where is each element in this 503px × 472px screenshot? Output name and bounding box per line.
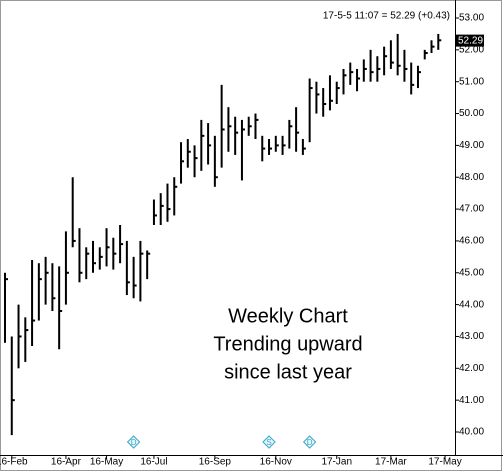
event-label: D	[131, 438, 137, 447]
x-tick-label: 16-Feb	[0, 457, 28, 468]
y-tick-label: 44.00	[459, 299, 484, 310]
x-tick-label: 16-Nov	[260, 457, 292, 468]
y-tick-label: 40.00	[459, 427, 484, 438]
event-marker	[302, 435, 317, 449]
y-tick-label: 42.00	[459, 363, 484, 374]
event-marker	[262, 435, 276, 449]
y-tick-label: 43.00	[459, 331, 484, 342]
event-label: S	[266, 438, 271, 447]
x-tick-label: 16-Jul	[140, 457, 167, 468]
x-tick-label: 17-Mar	[375, 457, 407, 468]
event-marker	[126, 435, 141, 449]
y-tick-label: 51.00	[459, 76, 484, 87]
x-tick-label: 17-May	[428, 457, 461, 468]
y-tick-label: 47.00	[459, 204, 484, 215]
x-tick-label: 16-Apr	[51, 457, 82, 468]
y-tick-label: 52.00	[459, 44, 484, 55]
y-tick-label: 48.00	[459, 172, 484, 183]
last-price-label: 52.29	[458, 35, 483, 46]
header: 17-5-5 11:07 = 52.29 (+0.43)	[323, 11, 450, 22]
y-tick-label: 41.00	[459, 395, 484, 406]
annotation: Trending upward	[213, 333, 362, 355]
y-tick-label: 50.00	[459, 108, 484, 119]
x-tick-label: 16-May	[90, 457, 123, 468]
event-label: D	[307, 438, 313, 447]
x-tick-label: 17-Jan	[321, 457, 352, 468]
y-tick-label: 49.00	[459, 140, 484, 151]
x-tick-label: 16-Sep	[199, 457, 232, 468]
annotation: Weekly Chart	[228, 305, 348, 327]
y-tick-label: 45.00	[459, 267, 484, 278]
y-tick-label: 46.00	[459, 236, 484, 247]
annotation: since last year	[224, 361, 352, 383]
y-tick-label: 53.00	[459, 13, 484, 24]
last-price-flag	[456, 34, 484, 47]
